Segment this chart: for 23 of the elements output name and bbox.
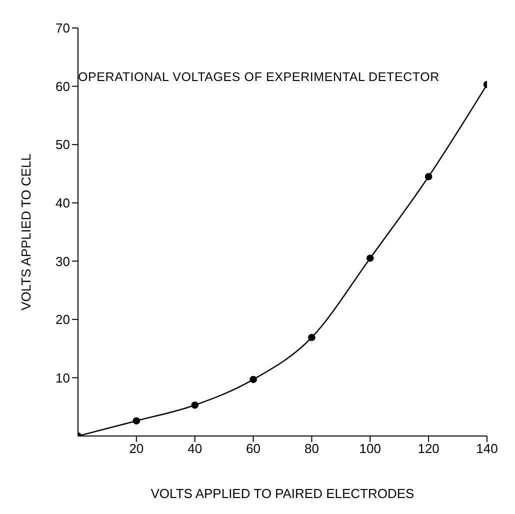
y-tick-label: 30 bbox=[56, 254, 70, 269]
x-tick-label: 20 bbox=[129, 441, 144, 456]
y-tick-label: 10 bbox=[56, 370, 70, 386]
y-tick-label: 40 bbox=[56, 195, 70, 210]
x-tick-label: 60 bbox=[246, 441, 261, 456]
point bbox=[132, 417, 140, 424]
x-tick-label: 80 bbox=[304, 441, 319, 456]
y-tick-label: 20 bbox=[56, 312, 70, 328]
point bbox=[250, 376, 257, 384]
y-tick-label: 60 bbox=[56, 78, 70, 94]
x-tick-label: 120 bbox=[418, 441, 440, 456]
point bbox=[308, 334, 316, 342]
x-tick-label: 100 bbox=[359, 441, 381, 456]
point bbox=[191, 401, 199, 409]
x-tick-label: 40 bbox=[188, 441, 202, 456]
point bbox=[366, 254, 374, 262]
y-axis-title: VOLTS APPLIED TO CELL bbox=[18, 154, 34, 310]
x-axis-title: VOLTS APPLIED TO PAIRED ELECTRODES bbox=[150, 486, 415, 501]
x-tick-label: 140 bbox=[476, 441, 498, 456]
y-tick-label: 50 bbox=[56, 137, 70, 152]
y-tick-label: 70 bbox=[56, 20, 70, 36]
point bbox=[424, 172, 432, 180]
text: OPERATIONAL VOLTAGES OF EXPERIMENTAL DETECTOR bbox=[78, 70, 440, 84]
